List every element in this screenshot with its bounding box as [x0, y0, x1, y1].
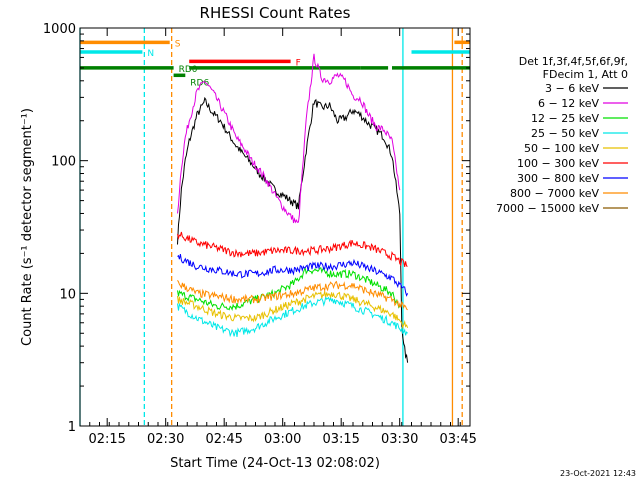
legend-header-1: FDecim 1, Att 0 [543, 68, 628, 81]
legend-label-2: 12 − 25 keV [531, 112, 599, 125]
legend-label-7: 800 − 7000 keV [510, 187, 599, 200]
series-line-6 [177, 254, 409, 297]
annotation-label-4: RD0 [179, 65, 198, 75]
legend-label-1: 6 − 12 keV [538, 97, 599, 110]
y-tick-label-0: 1 [68, 420, 76, 435]
legend-label-6: 300 − 800 keV [517, 172, 599, 185]
series-line-4 [177, 291, 409, 330]
y-tick-label-1: 10 [59, 287, 76, 302]
series-line-0 [177, 96, 409, 363]
legend-label-0: 3 − 6 keV [545, 82, 599, 95]
series-line-5 [177, 231, 408, 267]
legend-label-4: 50 − 100 keV [524, 142, 599, 155]
annotation-label-1: N [147, 49, 154, 59]
x-tick-label-4: 03:15 [322, 432, 359, 447]
x-tick-label-1: 02:30 [147, 432, 184, 447]
series-line-1 [177, 53, 401, 224]
legend-label-8: 7000 − 15000 keV [496, 202, 599, 215]
footer-timestamp: 23-Oct-2021 12:43 [560, 469, 636, 478]
x-tick-label-0: 02:15 [88, 432, 125, 447]
chart-title: RHESSI Count Rates [200, 4, 351, 22]
y-tick-label-2: 100 [51, 155, 76, 170]
x-tick-label-6: 03:45 [439, 432, 476, 447]
y-tick-label-3: 1000 [43, 22, 76, 37]
x-axis-label: Start Time (24-Oct-13 02:08:02) [170, 456, 380, 471]
legend: Det 1f,3f,4f,5f,6f,9f,FDecim 1, Att 03 −… [496, 55, 628, 215]
annotation-label-0: S [175, 39, 181, 49]
series-lines [177, 53, 409, 363]
annotation-label-3: RD6 [190, 78, 209, 88]
vertical-markers [79, 28, 463, 426]
legend-label-3: 25 − 50 keV [531, 127, 599, 140]
annotation-bars: S N F RD6 RD0 [80, 39, 470, 88]
plot-frame [79, 27, 471, 427]
series-line-7 [177, 280, 408, 311]
y-axis-label: Count Rate (s⁻¹ detector segment⁻¹) [20, 108, 35, 346]
x-tick-label-5: 03:30 [381, 432, 418, 447]
legend-header-0: Det 1f,3f,4f,5f,6f,9f, [519, 55, 628, 68]
x-tick-label-2: 02:45 [205, 432, 242, 447]
x-tick-label-3: 03:00 [264, 432, 301, 447]
legend-label-5: 100 − 300 keV [517, 157, 599, 170]
series-line-2 [177, 266, 401, 311]
series-line-3 [177, 295, 408, 338]
annotation-label-2: F [296, 58, 301, 68]
axes: 02:15 02:30 02:45 03:00 03:15 03:30 03:45 1 10 10… [43, 22, 477, 447]
